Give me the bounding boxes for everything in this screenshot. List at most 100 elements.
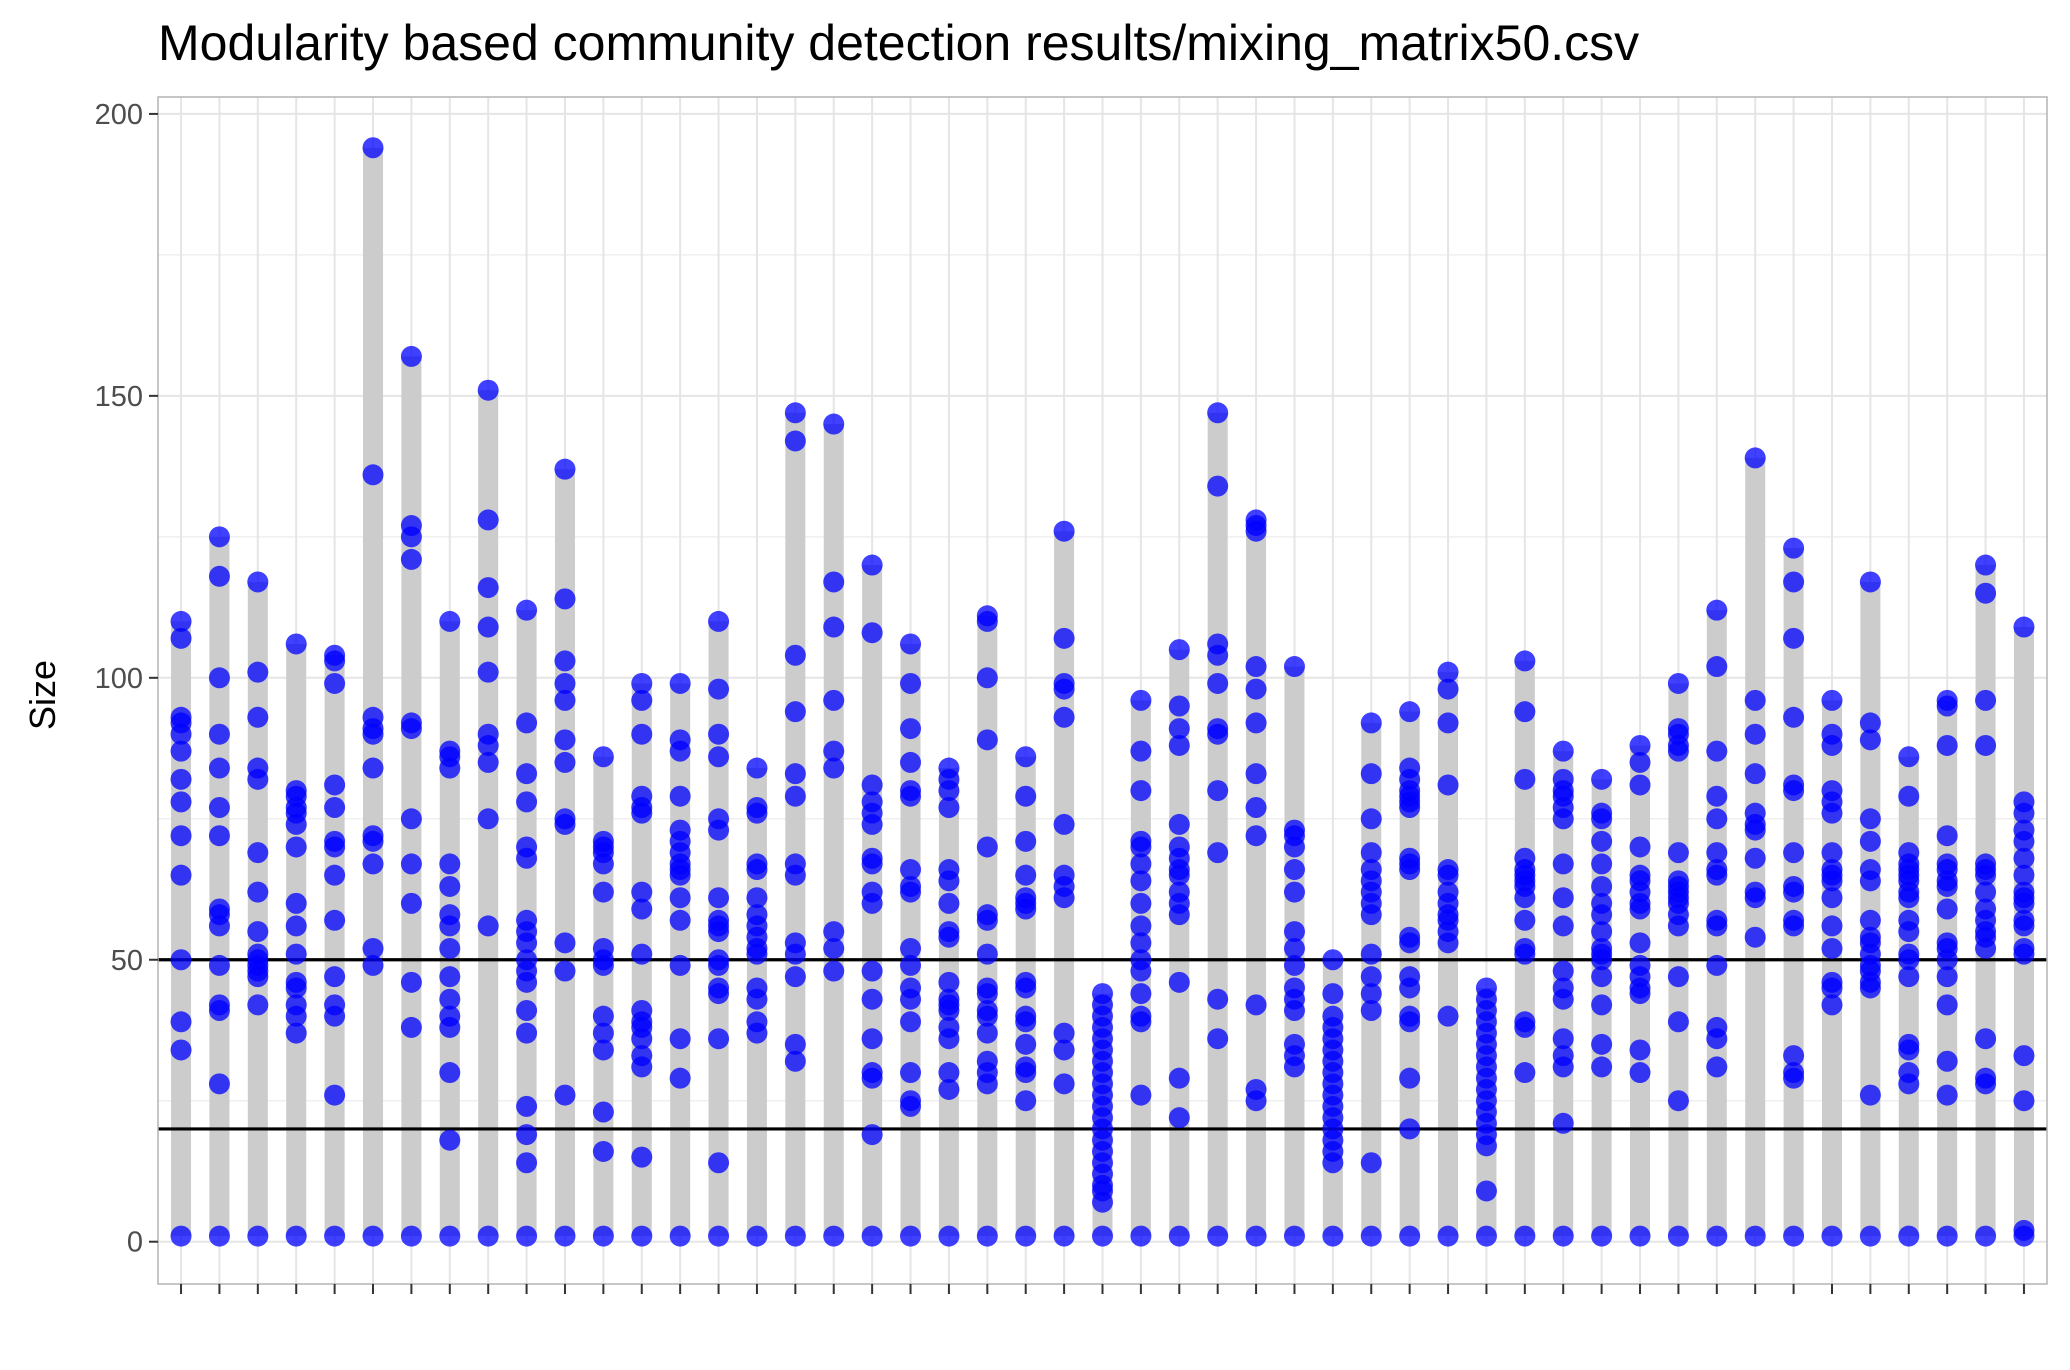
- data-point: [823, 757, 845, 779]
- data-point: [1360, 1000, 1382, 1022]
- data-point: [900, 780, 922, 802]
- data-point: [1245, 712, 1267, 734]
- data-point: [1591, 1056, 1613, 1078]
- data-point: [1552, 768, 1574, 790]
- data-point: [1130, 983, 1152, 1005]
- data-point: [938, 971, 960, 993]
- data-point: [362, 825, 384, 847]
- data-point: [400, 1225, 422, 1247]
- data-point: [1437, 859, 1459, 881]
- data-point: [1360, 1152, 1382, 1174]
- data-point: [784, 402, 806, 424]
- data-point: [439, 937, 461, 959]
- data-point: [1015, 1056, 1037, 1078]
- data-point: [861, 1062, 883, 1084]
- data-point: [208, 994, 230, 1016]
- data-point: [708, 1225, 730, 1247]
- data-point: [1629, 836, 1651, 858]
- data-point: [1053, 706, 1075, 728]
- data-point: [861, 622, 883, 644]
- data-point: [1283, 1033, 1305, 1055]
- data-point: [1975, 1067, 1997, 1089]
- data-point: [324, 994, 346, 1016]
- data-point: [2013, 847, 2035, 869]
- data-point: [784, 701, 806, 723]
- data-point: [1245, 797, 1267, 819]
- data-point: [400, 345, 422, 367]
- data-point: [1437, 661, 1459, 683]
- data-point: [1245, 763, 1267, 785]
- data-point: [1706, 859, 1728, 881]
- data-point: [1283, 859, 1305, 881]
- data-point: [900, 1225, 922, 1247]
- data-point: [1629, 774, 1651, 796]
- data-point: [1706, 1225, 1728, 1247]
- data-point: [285, 1022, 307, 1044]
- data-point: [900, 633, 922, 655]
- data-point: [1360, 966, 1382, 988]
- data-point: [1821, 689, 1843, 711]
- data-point: [861, 988, 883, 1010]
- data-point: [1514, 1011, 1536, 1033]
- data-point: [1053, 1022, 1075, 1044]
- data-point: [631, 689, 653, 711]
- data-point: [208, 954, 230, 976]
- data-point: [1936, 1050, 1958, 1072]
- data-point: [208, 825, 230, 847]
- data-point: [1322, 949, 1344, 971]
- data-point: [1015, 887, 1037, 909]
- data-point: [1130, 915, 1152, 937]
- data-point: [1859, 808, 1881, 830]
- data-point: [285, 994, 307, 1016]
- data-point: [1629, 1062, 1651, 1084]
- data-point: [1130, 1225, 1152, 1247]
- data-point: [1552, 740, 1574, 762]
- data-point: [247, 943, 269, 965]
- data-point: [1130, 780, 1152, 802]
- data-point: [784, 1050, 806, 1072]
- data-point: [554, 1225, 576, 1247]
- data-point: [516, 1000, 538, 1022]
- data-point: [708, 746, 730, 768]
- data-point: [592, 1225, 614, 1247]
- data-point: [938, 1225, 960, 1247]
- data-point: [631, 723, 653, 745]
- data-point: [976, 836, 998, 858]
- data-point: [708, 909, 730, 931]
- data-point: [2013, 1090, 2035, 1112]
- data-point: [1475, 977, 1497, 999]
- data-point: [324, 774, 346, 796]
- data-point: [247, 1225, 269, 1247]
- data-point: [1130, 932, 1152, 954]
- data-point: [900, 1062, 922, 1084]
- data-point: [631, 1000, 653, 1022]
- data-point: [324, 864, 346, 886]
- data-point: [1859, 1225, 1881, 1247]
- data-point: [1245, 509, 1267, 531]
- data-point: [477, 915, 499, 937]
- data-point: [1591, 802, 1613, 824]
- data-point: [1936, 966, 1958, 988]
- data-point: [324, 909, 346, 931]
- data-point: [1936, 932, 1958, 954]
- data-point: [1514, 847, 1536, 869]
- data-point: [1898, 943, 1920, 965]
- data-point: [784, 1033, 806, 1055]
- data-point: [823, 937, 845, 959]
- data-point: [1744, 447, 1766, 469]
- data-point: [439, 904, 461, 926]
- data-point: [400, 515, 422, 537]
- data-point: [516, 1095, 538, 1117]
- data-point: [1283, 921, 1305, 943]
- data-point: [1975, 689, 1997, 711]
- data-point: [1015, 864, 1037, 886]
- data-point: [2013, 1219, 2035, 1241]
- data-point: [900, 751, 922, 773]
- data-point: [938, 892, 960, 914]
- data-point: [1053, 864, 1075, 886]
- data-point: [2013, 819, 2035, 841]
- data-point: [1783, 627, 1805, 649]
- data-point: [1591, 994, 1613, 1016]
- data-point: [1092, 983, 1113, 1005]
- data-point: [1245, 1078, 1267, 1100]
